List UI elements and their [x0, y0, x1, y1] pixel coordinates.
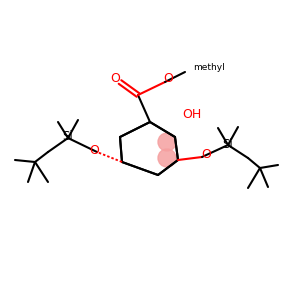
Text: Si: Si	[63, 130, 74, 143]
Circle shape	[158, 133, 176, 151]
Circle shape	[158, 149, 176, 167]
Text: O: O	[163, 71, 173, 85]
Text: O: O	[89, 143, 99, 157]
Text: methyl: methyl	[193, 62, 225, 71]
Text: O: O	[110, 73, 120, 85]
Text: O: O	[201, 148, 211, 161]
Text: Si: Si	[223, 137, 233, 151]
Text: OH: OH	[182, 109, 201, 122]
